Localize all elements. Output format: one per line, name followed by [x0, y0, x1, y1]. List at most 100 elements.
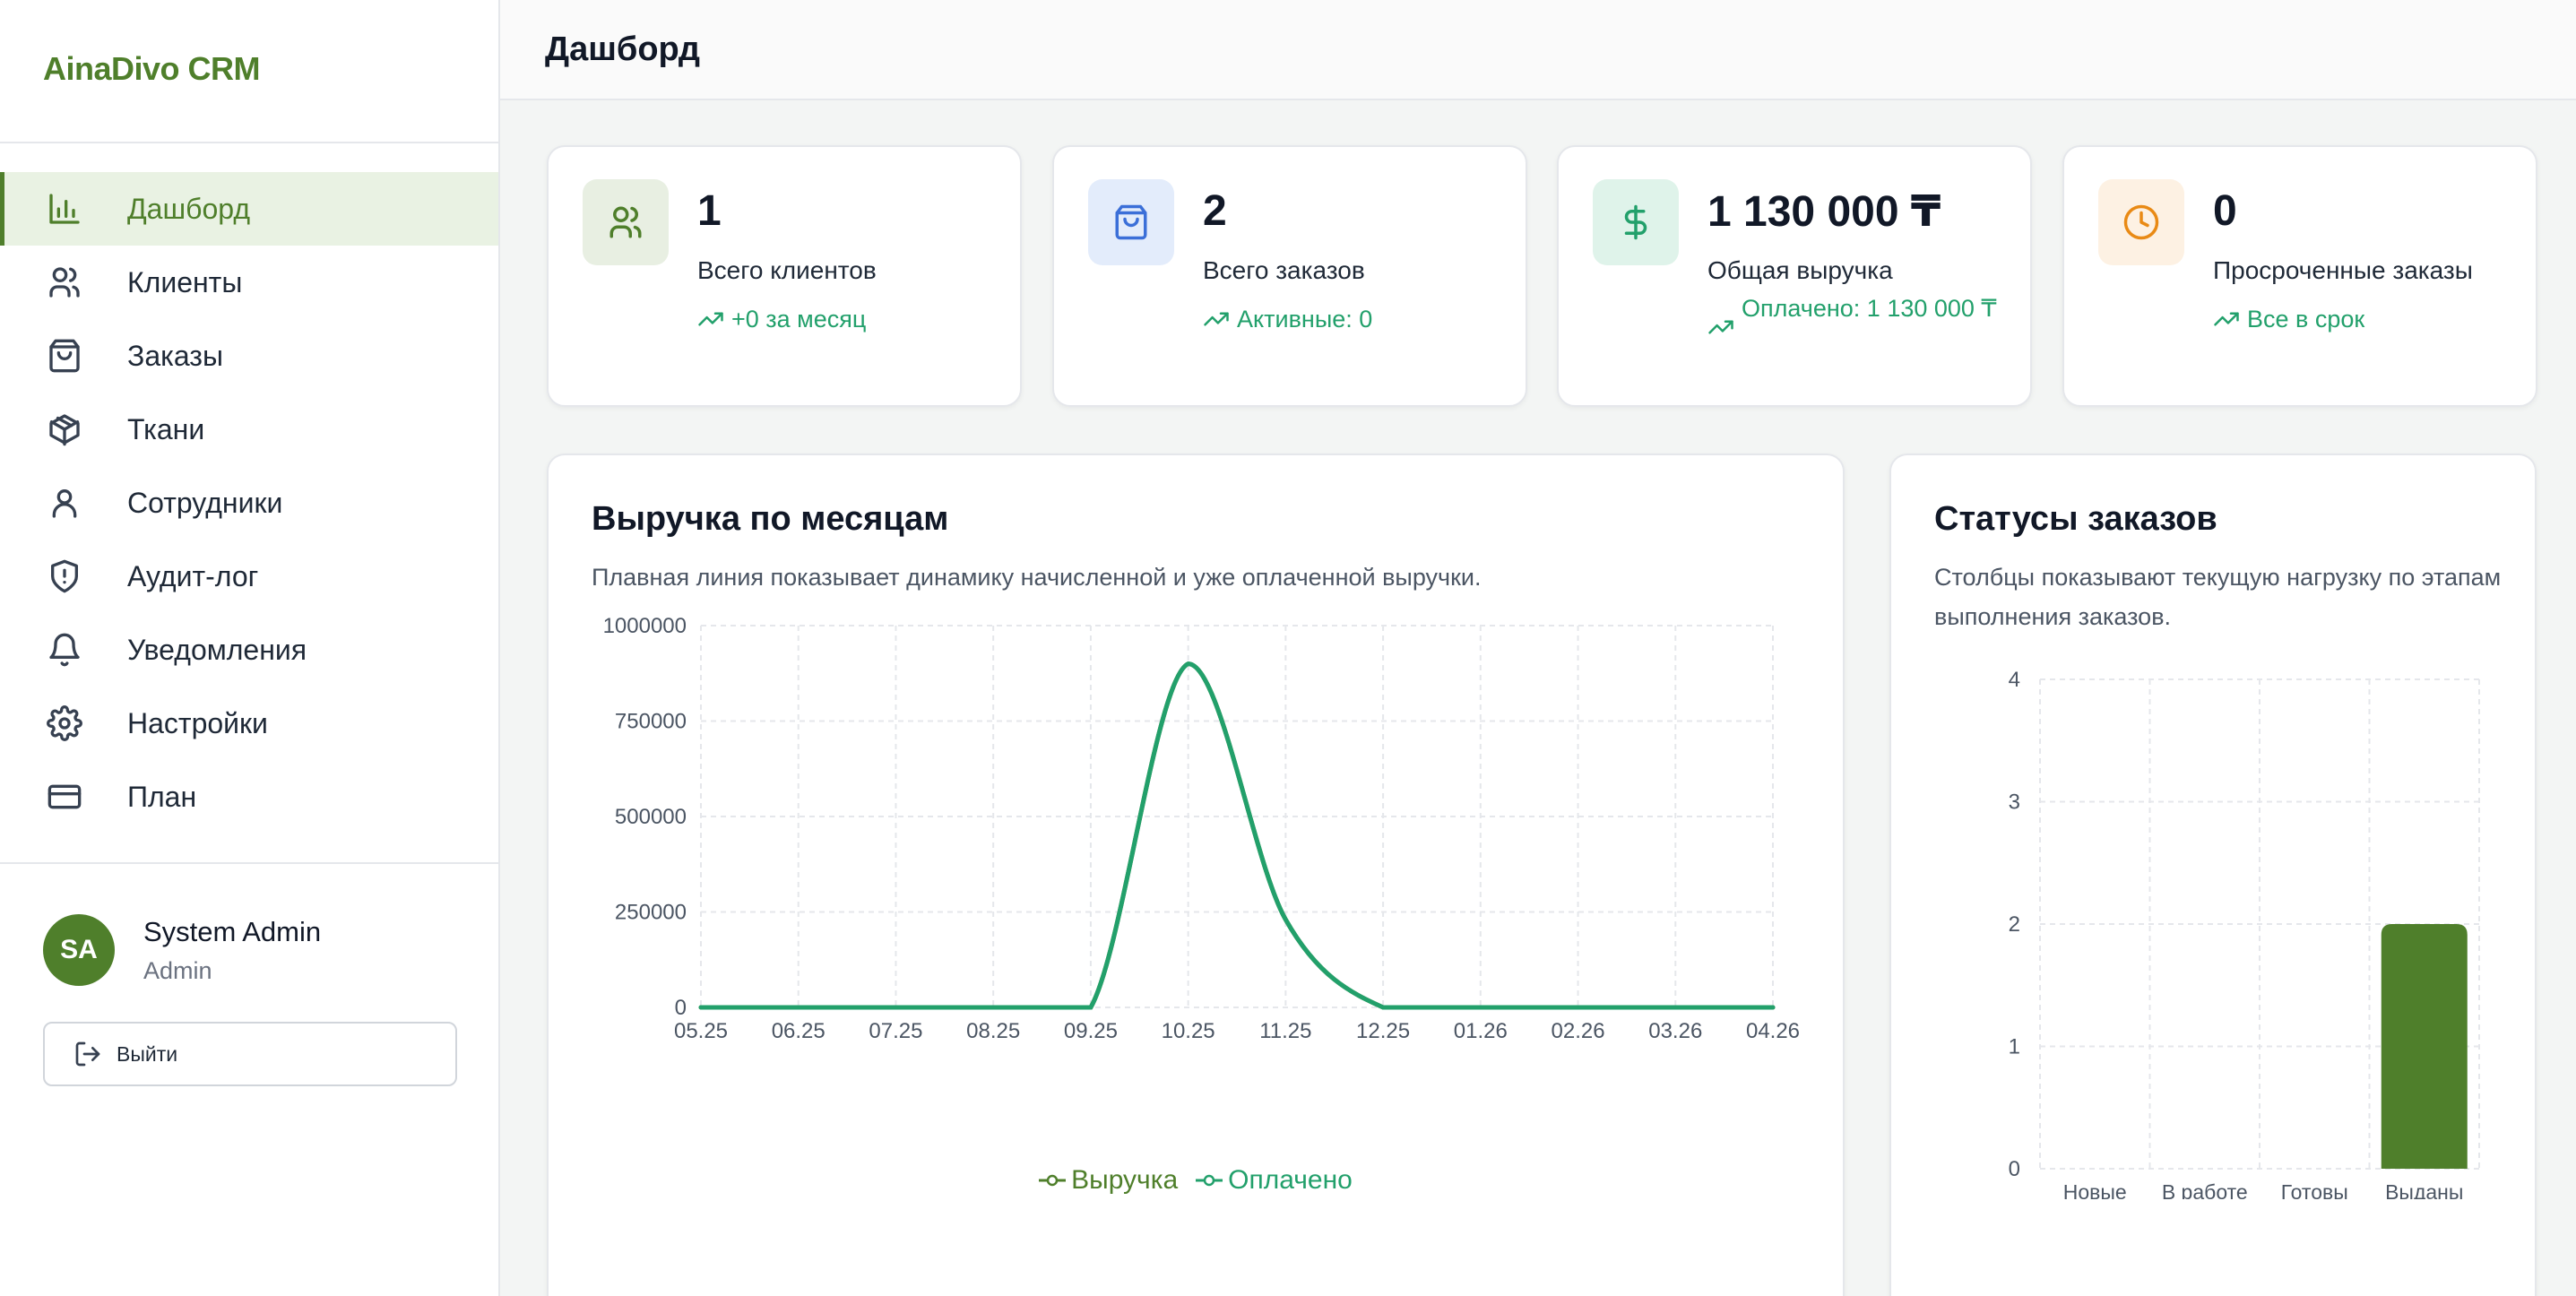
- sidebar-item-settings[interactable]: Настройки: [0, 687, 498, 760]
- stat-value: 0: [2213, 187, 2237, 235]
- x-tick-label: 04.26: [1746, 1019, 1800, 1043]
- sidebar-item-plan[interactable]: План: [0, 760, 498, 834]
- user-profile: SA System Admin Admin: [43, 914, 321, 986]
- sidebar-item-label: Аудит-лог: [127, 559, 259, 592]
- sidebar: AinaDivo CRM Дашборд Клиенты Заказы Ткан…: [0, 0, 500, 1296]
- logout-button[interactable]: Выйти: [43, 1022, 457, 1086]
- y-tick-label: 0: [2009, 1157, 2020, 1181]
- stat-value: 1: [697, 187, 722, 235]
- sidebar-item-audit-log[interactable]: Аудит-лог: [0, 540, 498, 613]
- stat-label: Всего заказов: [1203, 256, 1365, 284]
- stat-note: Активные: 0: [1203, 301, 1508, 337]
- stat-note-text: Активные: 0: [1237, 306, 1373, 333]
- x-tick-label: 10.25: [1162, 1019, 1215, 1043]
- stat-value: 1 130 000 ₸: [1707, 188, 1941, 236]
- trending-up-icon: [1204, 312, 1229, 326]
- chart-subtitle: Столбцы показывают текущую нагрузку по э…: [1934, 564, 2502, 630]
- chart-title: Выручка по месяцам: [592, 500, 949, 538]
- sidebar-item-employees[interactable]: Сотрудники: [0, 466, 498, 540]
- stat-note: +0 за месяц: [697, 301, 1002, 337]
- legend-label: Выручка: [1071, 1165, 1179, 1195]
- page-title: Дашборд: [545, 30, 700, 68]
- x-tick-label: 06.25: [772, 1019, 826, 1043]
- y-tick-label: 4: [2009, 668, 2020, 692]
- trending-up-icon: [698, 312, 723, 326]
- trending-up-icon: [1708, 320, 1733, 334]
- clock-icon: [2098, 179, 2184, 265]
- dollar-icon: [1593, 179, 1679, 265]
- sidebar-item-label: Ткани: [127, 412, 205, 445]
- x-tick-label: 09.25: [1064, 1019, 1118, 1043]
- package-icon: [47, 411, 82, 447]
- x-tick-label: 12.25: [1356, 1019, 1410, 1043]
- gear-icon: [47, 705, 82, 741]
- sidebar-item-label: Заказы: [127, 339, 223, 372]
- y-tick-label: 1000000: [603, 614, 687, 638]
- x-tick-label: 11.25: [1259, 1019, 1311, 1043]
- series-line-revenue: [698, 661, 1776, 1010]
- stat-note-text: Все в срок: [2247, 306, 2365, 333]
- bell-icon: [47, 632, 82, 668]
- chart-title: Статусы заказов: [1934, 500, 2217, 538]
- stat-label: Просроченные заказы: [2213, 256, 2473, 284]
- sidebar-item-clients[interactable]: Клиенты: [0, 246, 498, 319]
- legend-item-revenue[interactable]: Выручка: [1039, 1165, 1178, 1196]
- sidebar-item-label: Дашборд: [127, 192, 250, 225]
- x-tick-label: 05.25: [674, 1019, 728, 1043]
- bar-chart-icon: [47, 191, 82, 227]
- users-icon: [47, 264, 82, 300]
- sidebar-item-label: Сотрудники: [127, 486, 283, 519]
- shield-alert-icon: [47, 558, 82, 594]
- user-role: Admin: [143, 957, 212, 984]
- user-icon: [47, 485, 82, 521]
- stat-note-text: +0 за месяц: [731, 306, 867, 333]
- stat-value: 2: [1203, 187, 1227, 235]
- sidebar-item-fabrics[interactable]: Ткани: [0, 393, 498, 466]
- sidebar-nav: Дашборд Клиенты Заказы Ткани Сотрудники: [0, 172, 498, 834]
- credit-card-icon: [47, 779, 82, 815]
- legend-item-paid[interactable]: Оплачено: [1196, 1165, 1353, 1196]
- sidebar-item-label: Настройки: [127, 706, 268, 739]
- status-bar-chart: 0 1 2 3 4 Новые В работе Готовы Выданы: [2009, 668, 2480, 1199]
- stat-note-text: Оплачено: 1 130 000 ₸: [1742, 295, 1997, 322]
- stat-card-orders: 2 Всего заказов Активные: 0: [1052, 145, 1527, 407]
- logout-icon: [75, 1041, 100, 1067]
- legend-label: Оплачено: [1228, 1165, 1353, 1195]
- users-icon: [583, 179, 669, 265]
- y-tick-label: 2: [2009, 912, 2020, 937]
- sidebar-item-label: Клиенты: [127, 265, 243, 298]
- sidebar-item-notifications[interactable]: Уведомления: [0, 613, 498, 687]
- series-line-paid: [698, 661, 1776, 1010]
- x-tick-label: В работе: [2162, 1180, 2248, 1199]
- x-tick-label: 02.26: [1552, 1019, 1605, 1043]
- legend-line-icon: [1039, 1174, 1067, 1187]
- trending-up-icon: [2214, 312, 2239, 326]
- x-tick-label: 08.25: [966, 1019, 1020, 1043]
- revenue-chart-card: Выручка по месяцам Плавная линия показыв…: [547, 454, 1845, 1296]
- sidebar-item-label: Уведомления: [127, 633, 307, 666]
- x-tick-label: Готовы: [2281, 1180, 2348, 1199]
- avatar: SA: [43, 914, 115, 986]
- bar-3: [2381, 924, 2468, 1169]
- brand-logo[interactable]: AinaDivo CRM: [43, 50, 261, 87]
- stat-card-overdue: 0 Просроченные заказы Все в срок: [2062, 145, 2537, 407]
- sidebar-item-dashboard[interactable]: Дашборд: [0, 172, 498, 246]
- divider: [0, 142, 498, 143]
- shopping-bag-icon: [47, 338, 82, 374]
- stat-card-clients: 1 Всего клиентов +0 за месяц: [547, 145, 1022, 407]
- stat-card-revenue: 1 130 000 ₸ Общая выручка Оплачено: 1 13…: [1557, 145, 2032, 407]
- stat-label: Всего клиентов: [697, 256, 877, 284]
- sidebar-item-orders[interactable]: Заказы: [0, 319, 498, 393]
- x-tick-label: 07.25: [869, 1019, 922, 1043]
- y-tick-label: 0: [675, 996, 687, 1020]
- revenue-line-chart: 0 250000 500000 750000 1000000 05.25 06.25 07.2…: [603, 614, 1800, 1043]
- y-tick-label: 500000: [615, 805, 687, 829]
- x-tick-label: Выданы: [2385, 1180, 2463, 1199]
- stat-label: Общая выручка: [1707, 256, 1893, 284]
- x-tick-label: Новые: [2063, 1180, 2127, 1199]
- user-name: System Admin: [143, 916, 322, 947]
- y-tick-label: 3: [2009, 791, 2020, 815]
- chart-legend: Выручка Оплачено: [549, 1165, 1843, 1196]
- chart-subtitle: Плавная линия показывает динамику начисл…: [592, 564, 1482, 591]
- y-tick-label: 750000: [615, 710, 687, 734]
